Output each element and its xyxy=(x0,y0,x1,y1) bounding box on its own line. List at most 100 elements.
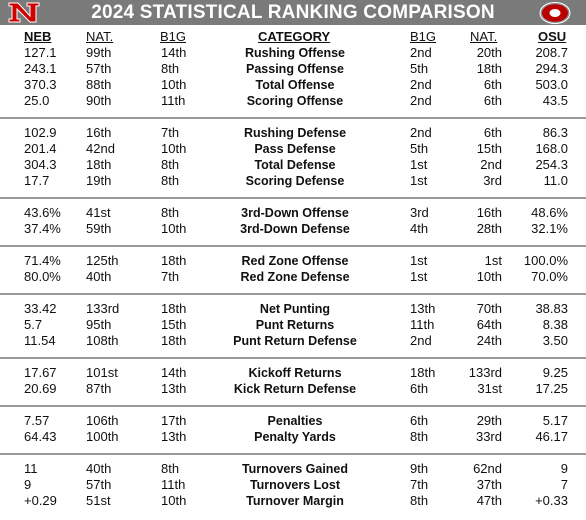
osu-b1g-rank: 6th xyxy=(410,381,429,396)
osu-value: 38.83 xyxy=(535,301,568,316)
neb-value: 37.4% xyxy=(24,221,61,236)
osu-nat-rank: 31st xyxy=(477,381,502,396)
osu-value: 32.1% xyxy=(531,221,568,236)
neb-b1g-rank: 17th xyxy=(161,413,187,428)
category-label: Scoring Offense xyxy=(246,94,344,108)
neb-b1g-rank: 10th xyxy=(161,493,187,508)
osu-value: 70.0% xyxy=(531,269,568,284)
neb-value: 43.6% xyxy=(24,205,61,220)
neb-value: 9 xyxy=(24,477,32,492)
neb-value: 7.57 xyxy=(24,413,50,428)
group-divider xyxy=(0,453,586,455)
header-neb: NEB xyxy=(24,29,52,44)
nebraska-n-logo-icon xyxy=(8,2,40,23)
neb-value: 20.69 xyxy=(24,381,57,396)
table-row: 7.57 106th 17th Penalties 6th 29th 5.17 xyxy=(0,413,586,429)
group-divider xyxy=(0,197,586,199)
neb-nat-rank: 100th xyxy=(86,429,119,444)
category-label: Passing Offense xyxy=(246,62,344,76)
neb-b1g-rank: 13th xyxy=(161,429,187,444)
category-label: Pass Defense xyxy=(254,142,336,156)
neb-value: 201.4 xyxy=(24,141,57,156)
table-row: 37.4% 59th 10th 3rd-Down Defense 4th 28th 32.1… xyxy=(0,221,586,237)
osu-value: 7 xyxy=(560,477,568,492)
table-row: 243.1 57th 8th Passing Offense 5th 18th 294.3 xyxy=(0,61,586,77)
osu-b1g-rank: 8th xyxy=(410,429,429,444)
osu-value: 294.3 xyxy=(535,61,568,76)
osu-nat-rank: 6th xyxy=(483,125,502,140)
osu-nat-rank: 15th xyxy=(476,141,502,156)
neb-nat-rank: 18th xyxy=(86,157,112,172)
osu-b1g-rank: 2nd xyxy=(410,77,432,92)
neb-value: 370.3 xyxy=(24,77,57,92)
table-row: 64.43 100th 13th Penalty Yards 8th 33rd 46.17 xyxy=(0,429,586,445)
neb-nat-rank: 125th xyxy=(86,253,119,268)
osu-b1g-rank: 3rd xyxy=(410,205,429,220)
category-label: Red Zone Offense xyxy=(241,254,349,268)
category-label: Red Zone Defense xyxy=(240,270,350,284)
neb-b1g-rank: 8th xyxy=(161,205,180,220)
neb-value: +0.29 xyxy=(24,493,57,508)
category-label: Turnover Margin xyxy=(246,494,344,508)
neb-b1g-rank: 14th xyxy=(161,365,187,380)
osu-nat-rank: 37th xyxy=(476,477,502,492)
osu-b1g-rank: 9th xyxy=(410,461,429,476)
neb-value: 5.7 xyxy=(24,317,43,332)
osu-nat-rank: 70th xyxy=(476,301,502,316)
osu-b1g-rank: 11th xyxy=(410,317,435,332)
neb-nat-rank: 99th xyxy=(86,45,112,60)
osu-nat-rank: 62nd xyxy=(473,461,502,476)
table-row: 5.7 95th 15th Punt Returns 11th 64th 8.38 xyxy=(0,317,586,333)
neb-b1g-rank: 11th xyxy=(161,93,186,108)
neb-value: 102.9 xyxy=(24,125,57,140)
neb-b1g-rank: 18th xyxy=(161,333,187,348)
osu-nat-rank: 10th xyxy=(476,269,502,284)
table-row: 20.69 87th 13th Kick Return Defense 6th 31st 1… xyxy=(0,381,586,397)
table-row: 370.3 88th 10th Total Offense 2nd 6th 503.0 xyxy=(0,77,586,93)
neb-nat-rank: 87th xyxy=(86,381,112,396)
osu-value: 254.3 xyxy=(535,157,568,172)
osu-nat-rank: 28th xyxy=(476,221,502,236)
neb-b1g-rank: 7th xyxy=(161,269,180,284)
osu-value: 8.38 xyxy=(542,317,568,332)
category-label: 3rd-Down Defense xyxy=(240,222,350,236)
neb-b1g-rank: 8th xyxy=(161,61,180,76)
title-bar: 2024 STATISTICAL RANKING COMPARISON xyxy=(0,0,586,25)
neb-b1g-rank: 10th xyxy=(161,141,187,156)
osu-b1g-rank: 6th xyxy=(410,413,429,428)
header-neb-b1g: B1G xyxy=(160,29,187,44)
osu-nat-rank: 3rd xyxy=(483,173,502,188)
neb-value: 80.0% xyxy=(24,269,61,284)
osu-b1g-rank: 2nd xyxy=(410,93,432,108)
neb-nat-rank: 101st xyxy=(86,365,118,380)
neb-nat-rank: 40th xyxy=(86,269,112,284)
category-label: Total Offense xyxy=(255,78,335,92)
category-label: Punt Return Defense xyxy=(233,334,357,348)
osu-b1g-rank: 2nd xyxy=(410,45,432,60)
neb-value: 11.54 xyxy=(24,333,56,348)
neb-value: 17.67 xyxy=(24,365,57,380)
group-divider xyxy=(0,293,586,295)
category-label: Kick Return Defense xyxy=(233,382,357,396)
category-label: Scoring Defense xyxy=(245,174,345,188)
osu-b1g-rank: 4th xyxy=(410,221,429,236)
osu-nat-rank: 64th xyxy=(476,317,502,332)
osu-value: 46.17 xyxy=(535,429,568,444)
table-row: 11.54 108th 18th Punt Return Defense 2nd 24th… xyxy=(0,333,586,349)
neb-value: 11 xyxy=(24,461,38,476)
neb-b1g-rank: 13th xyxy=(161,381,187,396)
osu-value: 100.0% xyxy=(523,253,568,268)
neb-b1g-rank: 8th xyxy=(161,157,180,172)
table-row: +0.29 51st 10th Turnover Margin 8th 47th +0.33 xyxy=(0,493,586,509)
neb-nat-rank: 133rd xyxy=(86,301,120,316)
table-row: 304.3 18th 8th Total Defense 1st 2nd 254.3 xyxy=(0,157,586,173)
neb-nat-rank: 51st xyxy=(86,493,111,508)
header-osu-nat: NAT. xyxy=(470,29,498,44)
neb-b1g-rank: 8th xyxy=(161,173,180,188)
category-label: Penalty Yards xyxy=(254,430,336,444)
neb-value: 64.43 xyxy=(24,429,57,444)
neb-b1g-rank: 8th xyxy=(161,461,180,476)
header-category: CATEGORY xyxy=(258,29,331,44)
neb-nat-rank: 57th xyxy=(86,477,112,492)
neb-value: 25.0 xyxy=(24,93,50,108)
